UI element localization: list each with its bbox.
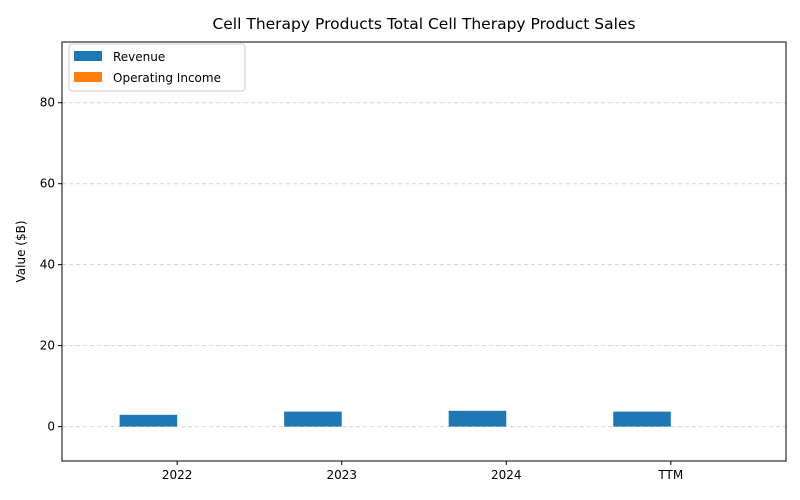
y-tick-label: 20 <box>40 339 55 353</box>
x-tick-label: 2022 <box>162 468 193 482</box>
plot-frame <box>61 41 787 462</box>
legend-label-operating-income: Operating Income <box>113 71 221 85</box>
x-tick-label: 2024 <box>491 468 522 482</box>
legend-swatch-operating-income <box>74 72 102 82</box>
bar-revenue-ttm <box>613 411 671 427</box>
legend-swatch-revenue <box>74 51 102 61</box>
y-tick-label: 40 <box>40 258 55 272</box>
bar-revenue-2022 <box>119 414 178 427</box>
legend-box <box>68 43 246 92</box>
bar-revenue-2023 <box>284 411 342 427</box>
y-tick-label: 0 <box>47 420 55 434</box>
y-axis-label: Value ($B) <box>14 221 28 283</box>
grid-layer <box>62 102 786 428</box>
legend-label-revenue: Revenue <box>113 50 165 64</box>
bar-revenue-2024 <box>448 410 507 427</box>
bars-layer <box>119 410 671 427</box>
legend: Revenue Operating Income <box>68 43 246 92</box>
y-tick-label: 60 <box>40 177 55 191</box>
x-tick-label: TTM <box>657 468 683 482</box>
x-axis: 2022 2023 2024 TTM <box>162 461 683 482</box>
x-tick-label: 2023 <box>326 468 357 482</box>
y-axis: 0 20 40 60 80 <box>40 96 62 434</box>
chart-title: Cell Therapy Products Total Cell Therapy… <box>212 15 635 33</box>
y-tick-label: 80 <box>40 96 55 110</box>
